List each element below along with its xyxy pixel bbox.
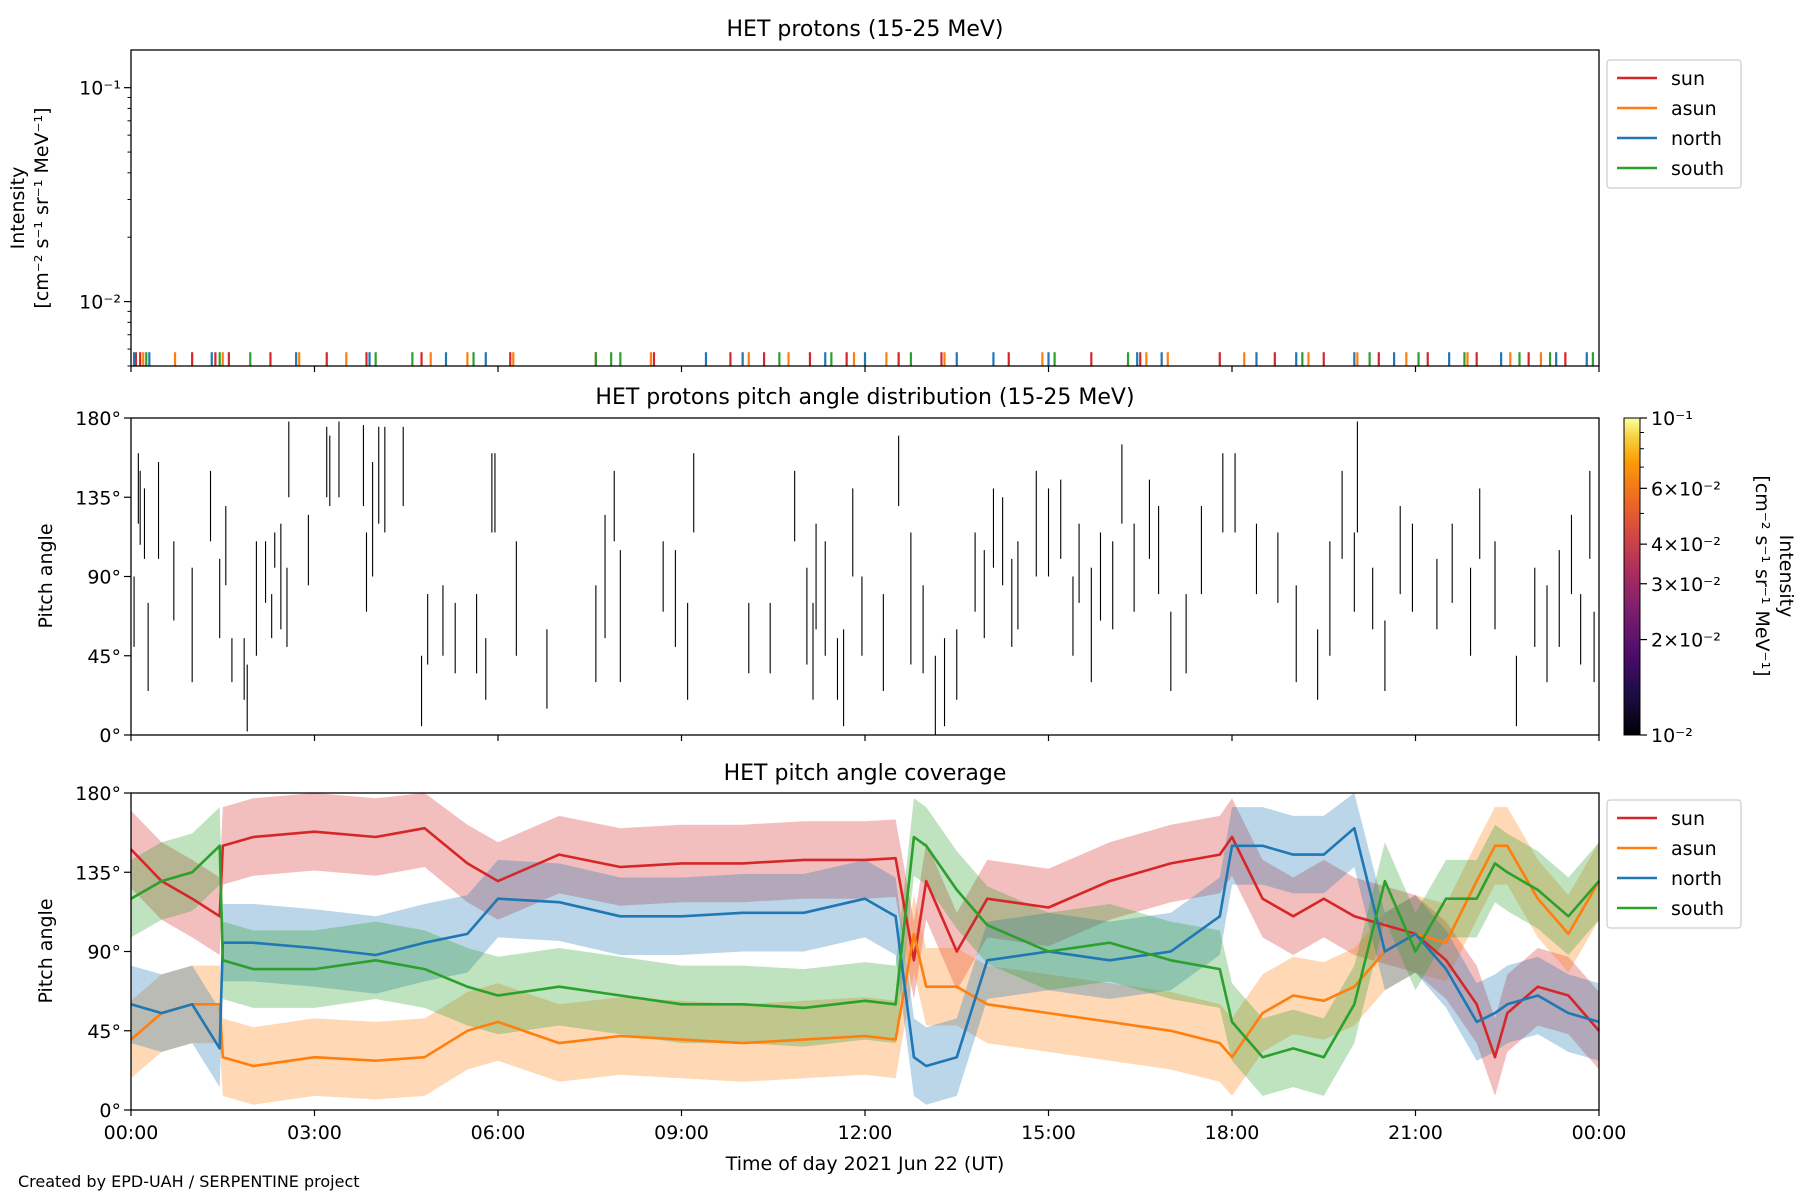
colorbar-tick-label: 10⁻¹ [1651, 408, 1693, 430]
x-tick-label: 21:00 [1388, 1122, 1443, 1144]
x-tick-label: 09:00 [654, 1122, 709, 1144]
coverage-band-sun [131, 793, 1599, 1096]
coverage-band-asun [131, 807, 1599, 1105]
legend-label-north: north [1671, 128, 1722, 150]
y-tick-label: 90° [87, 567, 121, 589]
colorbar [1623, 417, 1641, 736]
legend-label-asun: asun [1671, 838, 1717, 860]
legend-box [1606, 59, 1742, 189]
panel1-marks [132, 352, 1594, 366]
x-tick-label: 00:00 [1572, 1122, 1627, 1144]
colorbar-label: Intensity [1775, 535, 1797, 618]
colorbar-label-group: Intensity [cm⁻² s⁻¹ sr⁻¹ MeV⁻¹] [1751, 475, 1797, 676]
legend-box [1606, 799, 1742, 929]
y-tick-label: 10⁻¹ [79, 78, 121, 100]
panel2-title: HET protons pitch angle distribution (15… [595, 385, 1134, 410]
y-tick-label: 135° [75, 487, 121, 509]
legend-label-south: south [1671, 898, 1724, 920]
colorbar-tick-label: 10⁻² [1651, 725, 1693, 747]
y-tick-label: 45° [87, 1021, 121, 1043]
panel2-ylabel: Pitch angle [35, 523, 57, 628]
panel3-legend: sun asun north south [1606, 799, 1742, 929]
colorbar-axes: 10⁻¹ 6×10⁻² 4×10⁻² 3×10⁻² 2×10⁻² 10⁻² [1640, 408, 1721, 747]
x-tick-label: 18:00 [1205, 1122, 1260, 1144]
panel3-title: HET pitch angle coverage [724, 761, 1007, 786]
panel1-legend: sun asun north south [1606, 59, 1742, 189]
coverage-line-south [130, 835, 1600, 1059]
panel2-marks [133, 421, 1595, 735]
legend-label-asun: asun [1671, 98, 1717, 120]
colorbar-tick-label: 2×10⁻² [1651, 630, 1721, 652]
pitch-angle-coverage-panel: HET pitch angle coverage 00:00 03:00 06:00… [35, 761, 1742, 1175]
legend-label-south: south [1671, 158, 1724, 180]
intensity-panel: HET protons (15-25 MeV) 10⁻¹ 10⁻² Intensi… [7, 17, 1742, 372]
panel1-axes: 10⁻¹ 10⁻² [79, 78, 1600, 372]
panel3-ylabel: Pitch angle [35, 898, 57, 1003]
legend-label-sun: sun [1671, 68, 1705, 90]
panel1-ylabel: Intensity [7, 167, 29, 250]
y-tick-label: 90° [87, 942, 121, 964]
y-tick-label: 180° [75, 408, 121, 430]
coverage-band-north [131, 793, 1599, 1105]
legend-label-sun: sun [1671, 808, 1705, 830]
y-tick-label: 135° [75, 862, 121, 884]
colorbar-tick-label: 3×10⁻² [1651, 574, 1721, 596]
pitch-angle-distribution-panel: HET protons pitch angle distribution (15… [35, 385, 1797, 747]
y-tick-label: 0° [99, 1100, 121, 1122]
colorbar-tick-label: 6×10⁻² [1651, 478, 1721, 500]
panel1-yunit: [cm⁻² s⁻¹ sr⁻¹ MeV⁻¹] [31, 107, 53, 308]
x-tick-label: 12:00 [838, 1122, 893, 1144]
x-tick-label: 03:00 [287, 1122, 342, 1144]
x-axis-label: Time of day 2021 Jun 22 (UT) [725, 1153, 1005, 1175]
footer-credit: Created by EPD-UAH / SERPENTINE project [18, 1172, 360, 1191]
colorbar-unit: [cm⁻² s⁻¹ sr⁻¹ MeV⁻¹] [1751, 475, 1773, 676]
coverage-line-north [130, 826, 1600, 1068]
x-tick-label: 06:00 [471, 1122, 526, 1144]
panel1-ylabel-group: Intensity [cm⁻² s⁻¹ sr⁻¹ MeV⁻¹] [7, 107, 53, 308]
y-tick-label: 45° [87, 646, 121, 668]
y-tick-label: 10⁻² [79, 292, 121, 314]
x-tick-label: 15:00 [1021, 1122, 1076, 1144]
coverage-line-sun [130, 826, 1600, 1059]
panel1-title: HET protons (15-25 MeV) [727, 17, 1004, 42]
coverage-line-asun [130, 844, 1601, 1068]
colorbar-tick-label: 4×10⁻² [1651, 534, 1721, 556]
panel3-marks [130, 793, 1601, 1105]
x-tick-label: 00:00 [104, 1122, 159, 1144]
legend-label-north: north [1671, 868, 1722, 890]
panel1-frame [130, 49, 1600, 367]
panel3-axes: 00:00 03:00 06:00 09:00 12:00 15:00 18:00 21:00… [75, 783, 1626, 1144]
y-tick-label: 0° [99, 725, 121, 747]
y-tick-label: 180° [75, 783, 121, 805]
panel2-axes: 0° 45° 90° 135° 180° [75, 408, 1600, 747]
panel2-frame [130, 417, 1600, 736]
